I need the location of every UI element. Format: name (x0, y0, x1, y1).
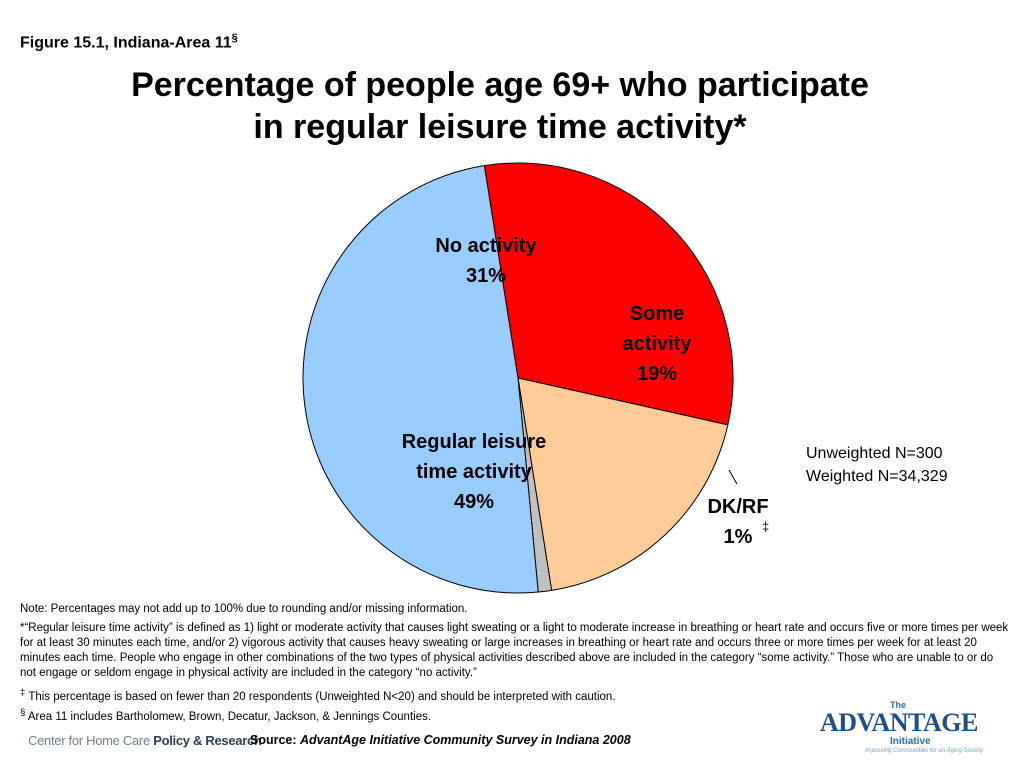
note-rounding: Note: Percentages may not add up to 100%… (20, 603, 468, 615)
weighted-n: Weighted N=34,329 (806, 468, 948, 485)
slice-label-dk-rf: DK/RF 1% (707, 496, 768, 548)
advantage-logo: The ADVANTAGE Initiative Improving Commu… (815, 698, 1005, 758)
note-definition: *“Regular leisure time activity” is defi… (20, 622, 1009, 679)
note-section: § Area 11 includes Bartholomew, Brown, D… (20, 705, 1010, 725)
source-title: AdvantAge Initiative Community Survey in… (300, 733, 631, 747)
chart-title-line-2: in regular leisure time activity* (253, 108, 747, 146)
pie-slices (302, 162, 734, 594)
slice-some-activity (517, 377, 729, 591)
advantage-logo-the: The (890, 700, 907, 710)
chart-title: Percentage of people age 69+ who partici… (0, 64, 1000, 148)
footer: Center for Home Care Policy & Research S… (20, 731, 1010, 751)
source-prefix: Source: (250, 733, 301, 747)
sample-size-box: Unweighted N=300 Weighted N=34,329 (806, 442, 948, 488)
figure-label: Figure 15.1, Indiana-Area 11§ (20, 32, 238, 52)
chcp-logo-a: Center for Home Care (28, 733, 154, 748)
dkrf-leader-line (728, 469, 738, 485)
advantage-logo-word: ADVANTAGE (820, 708, 978, 737)
slice-footnote-mark-dk-rf: ‡ (762, 519, 769, 534)
section-text: Area 11 includes Bartholomew, Brown, Dec… (27, 710, 432, 723)
figure-label-text: Figure 15.1, Indiana-Area 11 (20, 34, 232, 52)
slice-no-activity (483, 162, 734, 426)
source-line: Source: AdvantAge Initiative Community S… (250, 733, 631, 747)
chart-title-line-1: Percentage of people age 69+ who partici… (131, 66, 869, 104)
advantage-logo-initiative: Initiative (890, 736, 931, 747)
double-dagger-text: This percentage is based on fewer than 2… (28, 690, 616, 703)
slice-label-regular-leisure-time-activity: Regular leisure time activity 49% (402, 431, 547, 513)
chcp-logo: Center for Home Care Policy & Research (28, 733, 262, 748)
unweighted-n: Unweighted N=300 (806, 445, 943, 462)
note-double-dagger: ‡ This percentage is based on fewer than… (20, 685, 1010, 705)
section-mark: § (20, 706, 26, 718)
chcp-logo-b: Policy & Research (153, 733, 262, 748)
figure-label-mark: § (231, 32, 238, 44)
double-dagger-mark: ‡ (20, 687, 26, 698)
slice-label-no-activity: No activity 31% (435, 235, 537, 287)
advantage-logo-tagline: Improving Communities for an Aging Socie… (865, 748, 984, 754)
slice-label-some-activity: Some activity 19% (623, 303, 693, 385)
slice-regular-leisure-time-activity (302, 165, 539, 594)
footnotes: Note: Percentages may not add up to 100%… (20, 602, 1010, 725)
pie-labels: No activity 31% Some activity 19% DK/RF 1% ‡ Reg… (402, 235, 769, 548)
